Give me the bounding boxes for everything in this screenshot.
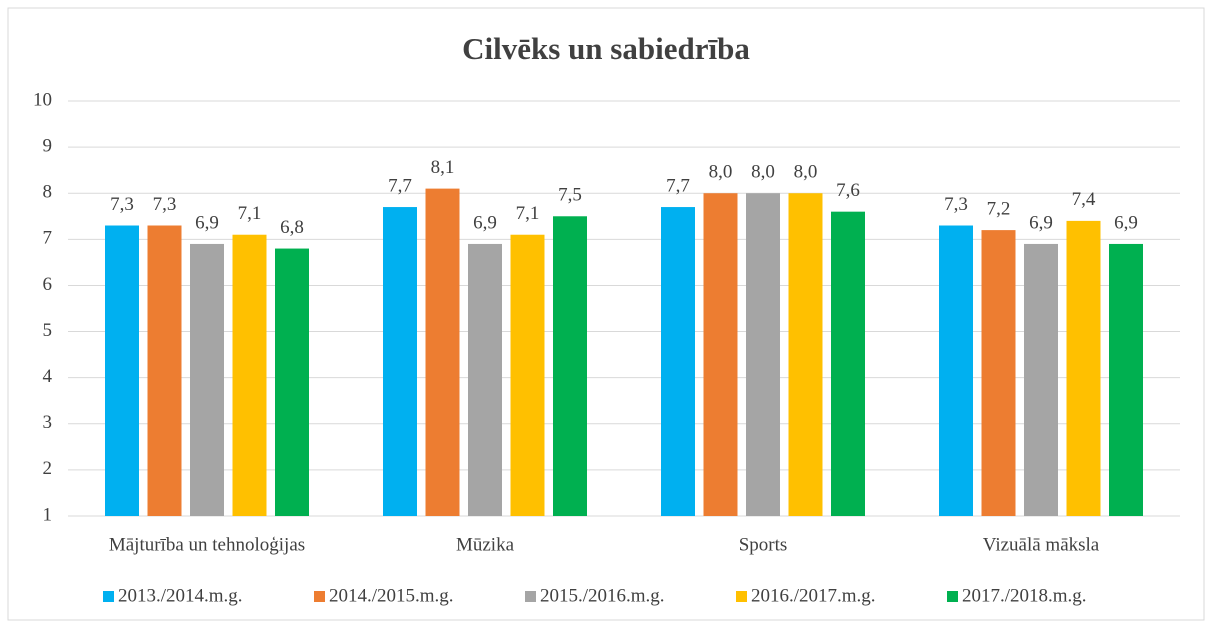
legend-label: 2017./2018.m.g.	[962, 585, 1087, 606]
x-tick-label: Sports	[739, 534, 788, 555]
legend-swatch	[525, 591, 536, 602]
legend-swatch	[947, 591, 958, 602]
bar	[1066, 220, 1101, 516]
value-label: 7,5	[558, 185, 582, 206]
value-label: 7,7	[666, 175, 690, 196]
y-tick-label: 2	[43, 458, 53, 479]
value-label: 7,2	[987, 198, 1011, 219]
value-label: 8,0	[751, 162, 775, 183]
y-tick-label: 10	[33, 89, 52, 110]
value-label: 8,1	[431, 157, 455, 178]
bar	[1024, 243, 1058, 516]
y-tick-label: 8	[43, 182, 53, 203]
value-label: 8,0	[709, 162, 733, 183]
legend-swatch	[736, 591, 747, 602]
bar	[1109, 243, 1143, 516]
x-tick-label: Vizuālā māksla	[983, 534, 1100, 555]
y-tick-label: 7	[43, 228, 53, 249]
bar	[468, 243, 502, 516]
value-label: 8,0	[794, 162, 818, 183]
value-label: 6,9	[195, 212, 219, 233]
y-tick-label: 1	[43, 504, 53, 525]
value-label: 7,1	[516, 203, 540, 224]
bar	[105, 225, 139, 516]
bar	[232, 234, 267, 516]
bar	[831, 211, 865, 516]
bar	[383, 207, 417, 517]
bar	[190, 243, 224, 516]
y-tick-label: 4	[43, 366, 53, 387]
value-label: 6,8	[280, 217, 304, 238]
bar	[147, 225, 182, 516]
x-tick-label: Mājturība un tehnoloģijas	[109, 534, 305, 555]
bar	[425, 188, 460, 516]
x-tick-label: Mūzika	[456, 534, 515, 555]
value-label: 7,7	[388, 175, 412, 196]
value-label: 7,1	[238, 203, 262, 224]
legend-label: 2013./2014.m.g.	[118, 585, 243, 606]
value-label: 7,6	[836, 180, 860, 201]
y-tick-label: 9	[43, 135, 53, 156]
value-label: 7,3	[944, 194, 968, 215]
y-tick-label: 6	[43, 274, 53, 295]
chart-title: Cilvēks un sabiedrība	[462, 31, 750, 66]
bar	[746, 193, 780, 516]
bar	[275, 248, 309, 517]
bar	[553, 216, 587, 516]
bar	[703, 193, 738, 516]
value-label: 6,9	[1029, 212, 1053, 233]
bar	[788, 193, 823, 516]
bar	[981, 230, 1016, 516]
value-label: 6,9	[1114, 212, 1138, 233]
legend-label: 2016./2017.m.g.	[751, 585, 876, 606]
legend-swatch	[103, 591, 114, 602]
bar	[939, 225, 973, 516]
value-label: 7,3	[153, 194, 177, 215]
legend-label: 2015./2016.m.g.	[540, 585, 665, 606]
y-tick-label: 5	[43, 320, 53, 341]
bar	[661, 207, 695, 517]
value-label: 7,3	[110, 194, 134, 215]
legend-label: 2014./2015.m.g.	[329, 585, 454, 606]
value-label: 7,4	[1072, 189, 1096, 210]
legend-swatch	[314, 591, 325, 602]
bar	[510, 234, 545, 516]
y-tick-label: 3	[43, 412, 53, 433]
value-label: 6,9	[473, 212, 497, 233]
